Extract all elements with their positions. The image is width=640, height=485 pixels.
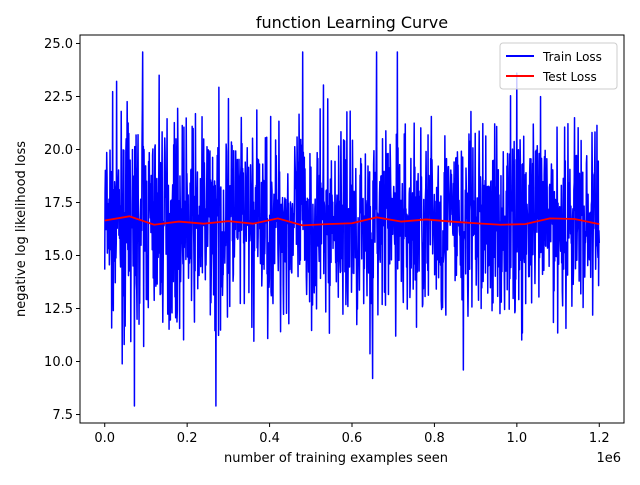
y-axis-label: negative log likelihood loss <box>14 141 29 317</box>
series-layer <box>103 51 601 407</box>
x-tick-label: 0.6 <box>342 431 363 446</box>
x-axis: 0.0 0.2 0.4 0.6 0.8 1.0 1.2 <box>94 423 610 446</box>
series-line-test-loss <box>104 215 600 227</box>
y-tick-label: 20.0 <box>44 143 73 158</box>
x-tick-label: 0.4 <box>259 431 280 446</box>
legend-label-train: Train Loss <box>542 50 602 64</box>
y-tick-label: 17.5 <box>44 196 73 211</box>
y-tick-label: 25.0 <box>44 37 73 52</box>
x-tick-label: 0.0 <box>94 431 115 446</box>
x-tick-label: 0.8 <box>424 431 445 446</box>
x-axis-offset-label: 1e6 <box>596 451 621 466</box>
y-tick-label: 7.5 <box>52 408 73 423</box>
y-tick-label: 22.5 <box>44 90 73 105</box>
series-line-train-loss <box>103 51 601 407</box>
legend-label-test: Test Loss <box>542 70 597 84</box>
y-tick-label: 12.5 <box>44 302 73 317</box>
y-tick-label: 15.0 <box>44 249 73 264</box>
x-tick-label: 1.0 <box>507 431 528 446</box>
x-axis-label: number of training examples seen <box>224 451 448 466</box>
x-tick-label: 0.2 <box>177 431 198 446</box>
legend: Train Loss Test Loss <box>499 42 618 90</box>
x-tick-label: 1.2 <box>589 431 610 446</box>
legend-box <box>499 42 618 90</box>
y-axis: 7.5 10.0 12.5 15.0 17.5 20.0 22.5 25.0 <box>44 37 80 423</box>
chart-title: function Learning Curve <box>256 13 448 32</box>
y-tick-label: 10.0 <box>44 355 73 370</box>
